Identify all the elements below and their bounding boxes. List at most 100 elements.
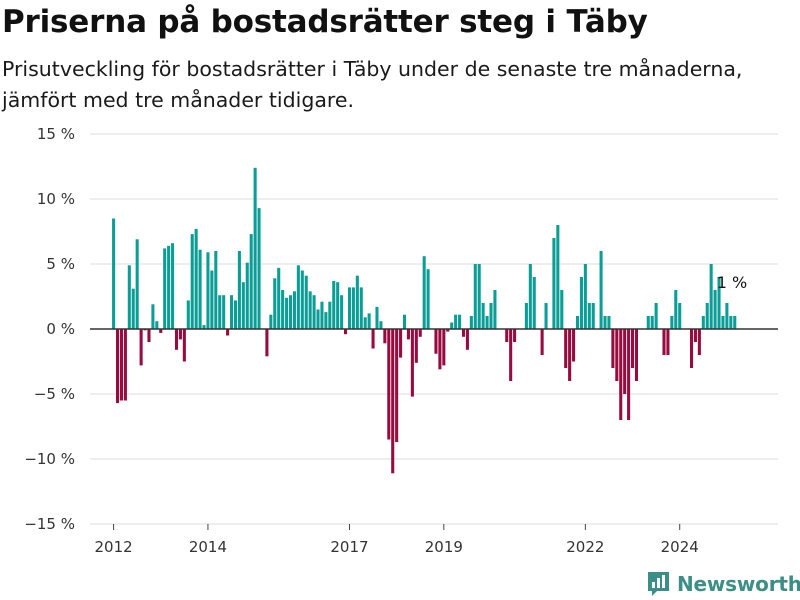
bar bbox=[395, 329, 399, 443]
bar bbox=[292, 291, 296, 329]
bar bbox=[296, 265, 300, 329]
bar bbox=[513, 329, 517, 342]
bar bbox=[654, 303, 658, 329]
bar bbox=[721, 316, 725, 329]
bar bbox=[178, 329, 182, 340]
bar bbox=[611, 329, 615, 368]
bar bbox=[674, 290, 678, 329]
bar bbox=[214, 251, 218, 329]
bar bbox=[583, 264, 587, 329]
bar bbox=[414, 329, 418, 363]
bar bbox=[532, 277, 536, 329]
bar bbox=[288, 295, 293, 329]
bar bbox=[434, 329, 438, 354]
bar bbox=[202, 325, 206, 329]
bar bbox=[619, 329, 623, 420]
bar bbox=[469, 316, 473, 329]
bar bbox=[312, 295, 316, 329]
bar bbox=[249, 234, 253, 329]
bar bbox=[450, 322, 454, 329]
bar bbox=[253, 167, 257, 329]
bar bbox=[701, 316, 705, 329]
bar bbox=[167, 245, 171, 329]
bar bbox=[163, 248, 167, 329]
bar bbox=[245, 262, 249, 329]
bar bbox=[237, 251, 241, 329]
bar bbox=[123, 329, 127, 401]
brand-name: Newsworthy bbox=[677, 572, 800, 596]
bar bbox=[705, 303, 709, 329]
bar bbox=[603, 316, 607, 329]
bar bbox=[662, 329, 666, 355]
bar bbox=[556, 225, 560, 329]
bar bbox=[713, 290, 717, 329]
bar bbox=[230, 295, 234, 329]
bar bbox=[709, 264, 713, 329]
bar bbox=[367, 313, 371, 329]
bar bbox=[666, 329, 670, 355]
bar bbox=[355, 275, 359, 329]
bar bbox=[505, 329, 509, 342]
bar bbox=[328, 301, 332, 329]
bar bbox=[422, 256, 426, 329]
bar bbox=[406, 329, 410, 340]
bar bbox=[446, 329, 450, 332]
bar bbox=[182, 329, 186, 362]
bar bbox=[485, 316, 489, 329]
bar bbox=[458, 314, 462, 329]
bar bbox=[308, 291, 312, 329]
bar bbox=[627, 329, 631, 420]
x-tick-label: 2014 bbox=[189, 538, 227, 556]
chart-subtitle: Prisutveckling för bostadsrätter i Täby … bbox=[2, 57, 743, 112]
bar bbox=[383, 329, 387, 344]
bar bbox=[399, 329, 403, 358]
bar bbox=[418, 329, 422, 337]
bar bbox=[265, 329, 269, 357]
bar bbox=[139, 329, 143, 366]
bar bbox=[155, 321, 159, 329]
y-tick-label: 5 % bbox=[46, 255, 75, 273]
bar bbox=[599, 251, 603, 329]
bar bbox=[615, 329, 619, 381]
bar bbox=[151, 304, 155, 329]
y-tick-label: −5 % bbox=[34, 385, 75, 403]
bar bbox=[575, 316, 580, 329]
bar bbox=[147, 329, 151, 342]
bar bbox=[587, 303, 591, 329]
bar bbox=[206, 252, 210, 329]
bar bbox=[379, 321, 383, 329]
bar bbox=[733, 316, 737, 329]
bar bbox=[572, 329, 576, 362]
bar bbox=[171, 243, 175, 329]
bar bbox=[233, 300, 237, 329]
bar bbox=[591, 303, 595, 329]
chart-title: Priserna på bostadsrätter steg i Täby bbox=[2, 4, 648, 40]
y-tick-label: 0 % bbox=[46, 320, 75, 338]
bar bbox=[410, 329, 414, 397]
bar bbox=[190, 234, 194, 329]
bar bbox=[174, 329, 179, 350]
bar bbox=[336, 282, 340, 329]
bar bbox=[438, 329, 442, 370]
bar bbox=[693, 329, 697, 342]
bar bbox=[194, 228, 198, 329]
bar bbox=[524, 303, 528, 329]
bar bbox=[112, 218, 116, 329]
bar bbox=[135, 239, 139, 329]
bar bbox=[528, 264, 532, 329]
bar bbox=[568, 329, 572, 381]
bar bbox=[363, 317, 367, 329]
bar bbox=[631, 329, 635, 368]
x-tick-label: 2017 bbox=[330, 538, 368, 556]
bar bbox=[477, 264, 481, 329]
bar bbox=[717, 277, 721, 329]
grid-lines bbox=[90, 133, 778, 525]
bar bbox=[509, 329, 513, 381]
y-tick-label: 15 % bbox=[37, 125, 75, 143]
bar bbox=[159, 329, 163, 333]
x-tick-label: 2022 bbox=[566, 538, 604, 556]
bar bbox=[375, 306, 379, 329]
last-value-label: 1 % bbox=[717, 273, 747, 292]
bar bbox=[493, 290, 497, 329]
